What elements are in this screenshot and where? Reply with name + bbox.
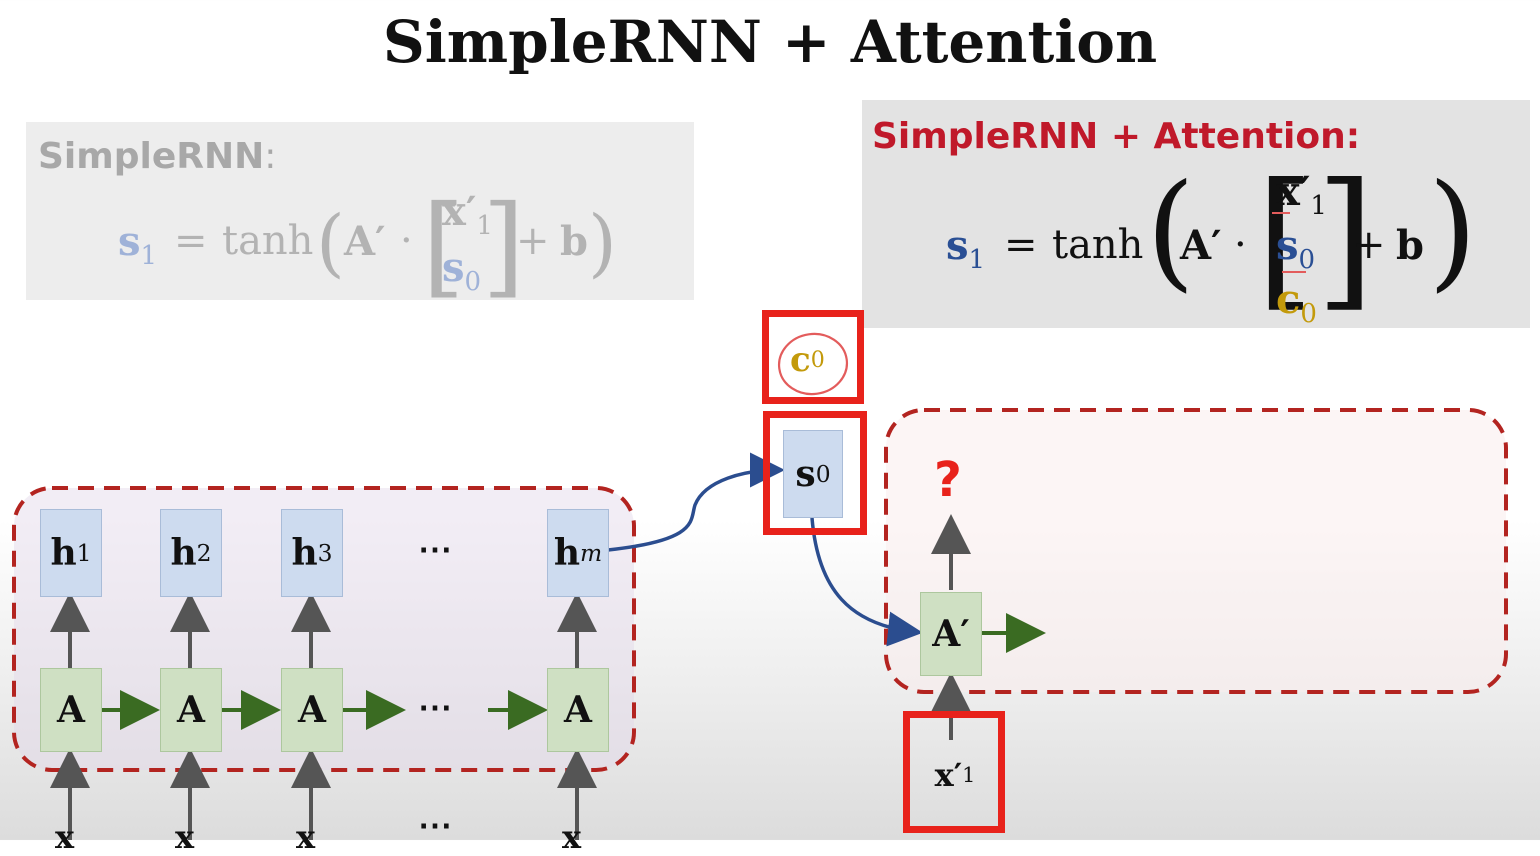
formula-bias: b: [560, 218, 588, 265]
formula-bias: b: [1396, 222, 1424, 269]
encoder-input-1: x: [55, 818, 75, 856]
simplernn-formula: s1 = tanh ( A′ · [ x′1 s0 ] + b ): [26, 122, 694, 300]
c0-annotation-circle: [777, 332, 849, 396]
encoder-input-2: x: [175, 818, 195, 856]
formula-plus: +: [1352, 222, 1386, 268]
attention-heading: SimpleRNN + Attention:: [872, 116, 1361, 157]
encoder-cell-1: A: [40, 668, 102, 752]
decoder-state-box: [763, 411, 867, 535]
simplernn-formula-panel: SimpleRNN: s1 = tanh ( A′ · [ x′1 s0 ] +…: [26, 122, 694, 300]
page-title: SimpleRNN + Attention: [382, 8, 1158, 76]
formula-equals: =: [174, 218, 208, 264]
input-ellipsis: ⋯: [418, 806, 452, 846]
encoder-cell-3: A: [281, 668, 343, 752]
formula-bracket-close: ]: [1316, 152, 1375, 326]
formula-dot: ·: [400, 218, 413, 264]
cell-ellipsis: ⋯: [418, 688, 452, 728]
formula-vec-top: x′1: [1276, 168, 1327, 222]
simplernn-heading: SimpleRNN:: [38, 136, 277, 177]
s0-to-decoder-curve: [810, 517, 923, 647]
formula-dot: ·: [1234, 222, 1247, 268]
formula-vec-mid: s0: [1276, 222, 1316, 276]
formula-lhs: s1: [946, 222, 986, 276]
attention-formula-panel: SimpleRNN + Attention: s1 = tanh ( A′ · …: [862, 100, 1530, 330]
encoder-input-m: x: [562, 818, 582, 856]
formula-tanh: tanh: [1052, 222, 1144, 268]
decoder-cell: A′: [920, 592, 982, 676]
hidden-ellipsis: ⋯: [418, 530, 452, 570]
formula-vec-bottom: c0: [1276, 276, 1317, 330]
formula-bracket-close: ]: [482, 181, 525, 309]
formula-tanh: tanh: [222, 218, 314, 264]
formula-matrix: A′: [344, 218, 386, 265]
formula-bracket-open: [: [1256, 152, 1315, 326]
encoder-cell-2: A: [160, 668, 222, 752]
formula-lhs: s1: [118, 218, 158, 272]
encoder-cell-m: A: [547, 668, 609, 752]
formula-paren-close: ): [588, 200, 617, 286]
formula-equals: =: [1004, 222, 1038, 268]
formula-plus: +: [516, 218, 550, 264]
formula-paren-close: ): [1428, 157, 1478, 304]
formula-paren-open: (: [1146, 157, 1196, 304]
decoder-input-x1: x′ 1: [934, 756, 976, 794]
formula-matrix: A′: [1180, 222, 1222, 269]
context-vector-box: [762, 310, 864, 404]
attention-formula: s1 = tanh ( A′ · [ x′1 s0 c0 ] + b ): [862, 100, 1530, 330]
decoder-input-box: [903, 711, 1005, 833]
decoder-output-unknown: ?: [934, 452, 962, 508]
formula-vec-bottom: s0: [442, 244, 482, 298]
encoder-input-3: x: [296, 818, 316, 856]
formula-bracket-open: [: [422, 181, 465, 309]
formula-paren-open: (: [316, 200, 345, 286]
formula-vec-top: x′1: [442, 188, 493, 242]
hm-to-s0-curve: [607, 452, 785, 552]
